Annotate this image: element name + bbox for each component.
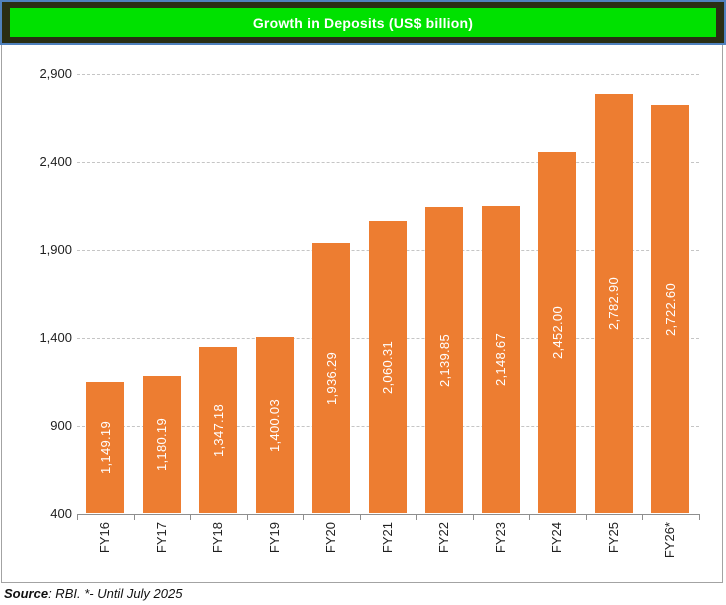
bar-value-label: 1,936.29	[323, 351, 339, 405]
bar-value-label: 2,452.00	[549, 306, 565, 360]
plot-area: 400 900 1,400 1,900 2,400 2,900 1,149.19 FY16 1,…	[39, 65, 700, 558]
bar: 2,722.60	[651, 104, 690, 514]
x-axis-category-label: FY19	[266, 521, 282, 553]
bar-value-label: 1,180.19	[154, 418, 170, 472]
bar-value-label: 2,782.90	[606, 277, 622, 331]
x-axis-tick	[642, 513, 643, 520]
x-axis-tick	[359, 513, 361, 520]
x-axis-category-label: FY17	[153, 521, 169, 553]
x-axis-tick	[585, 513, 587, 520]
bar: 2,060.31	[368, 221, 407, 514]
x-axis-category-label: FY16	[97, 521, 113, 553]
x-axis-category-label: FY26*	[662, 521, 678, 558]
x-axis-category-label: FY25	[605, 521, 621, 553]
bar-value-label: 1,149.19	[97, 421, 113, 475]
bar: 2,148.67	[481, 205, 520, 514]
bar: 2,452.00	[538, 152, 577, 514]
bar-value-label: 2,722.60	[662, 282, 678, 336]
bar-value-label: 2,139.85	[436, 333, 452, 387]
chart-title-bar: Growth in Deposits (US$ billion)	[10, 8, 716, 37]
x-axis-category-label: FY21	[379, 521, 395, 553]
bar-value-label: 1,400.03	[267, 398, 283, 452]
x-axis-tick	[698, 513, 700, 520]
x-axis-tick	[472, 513, 474, 520]
x-axis-category-label: FY22	[436, 521, 452, 553]
x-axis-category-label: FY24	[549, 521, 565, 553]
bar-value-label: 2,148.67	[493, 333, 509, 387]
gridline	[77, 73, 699, 75]
source-text: : RBI. *- Until July 2025	[48, 586, 183, 601]
gridline	[77, 161, 699, 163]
x-axis-tick	[416, 513, 417, 520]
y-axis-tick-label: 400	[50, 505, 72, 521]
bar: 2,139.85	[425, 207, 464, 514]
source-note: Source: RBI. *- Until July 2025	[4, 586, 182, 601]
x-axis-tick	[529, 513, 530, 520]
bar-value-label: 1,347.18	[210, 403, 226, 457]
x-axis-category-label: FY18	[210, 521, 226, 553]
x-axis-category-label: FY23	[492, 521, 508, 553]
chart-title: Growth in Deposits (US$ billion)	[252, 14, 474, 31]
bar: 1,347.18	[199, 346, 238, 514]
bar: 2,782.90	[594, 94, 633, 514]
bar: 1,149.19	[86, 381, 125, 514]
y-axis-tick-label: 1,400	[39, 329, 72, 345]
x-axis-tick	[246, 513, 248, 520]
y-axis-tick-label: 1,900	[39, 241, 72, 257]
source-label: Source	[4, 586, 49, 601]
x-axis-line	[77, 513, 699, 515]
y-axis-tick-label: 2,900	[39, 65, 72, 81]
x-axis-tick	[303, 513, 304, 520]
x-axis-tick	[77, 513, 78, 520]
x-axis-tick	[190, 513, 191, 520]
bar: 1,400.03	[255, 337, 294, 514]
bar: 1,180.19	[142, 376, 181, 514]
x-axis-tick	[133, 513, 135, 520]
y-axis-tick-label: 2,400	[39, 153, 72, 169]
bar: 1,936.29	[312, 243, 351, 514]
chart-title-band: Growth in Deposits (US$ billion)	[0, 0, 726, 45]
x-axis-category-label: FY20	[323, 521, 339, 553]
bar-value-label: 2,060.31	[380, 340, 396, 394]
y-axis-tick-label: 900	[50, 417, 72, 433]
